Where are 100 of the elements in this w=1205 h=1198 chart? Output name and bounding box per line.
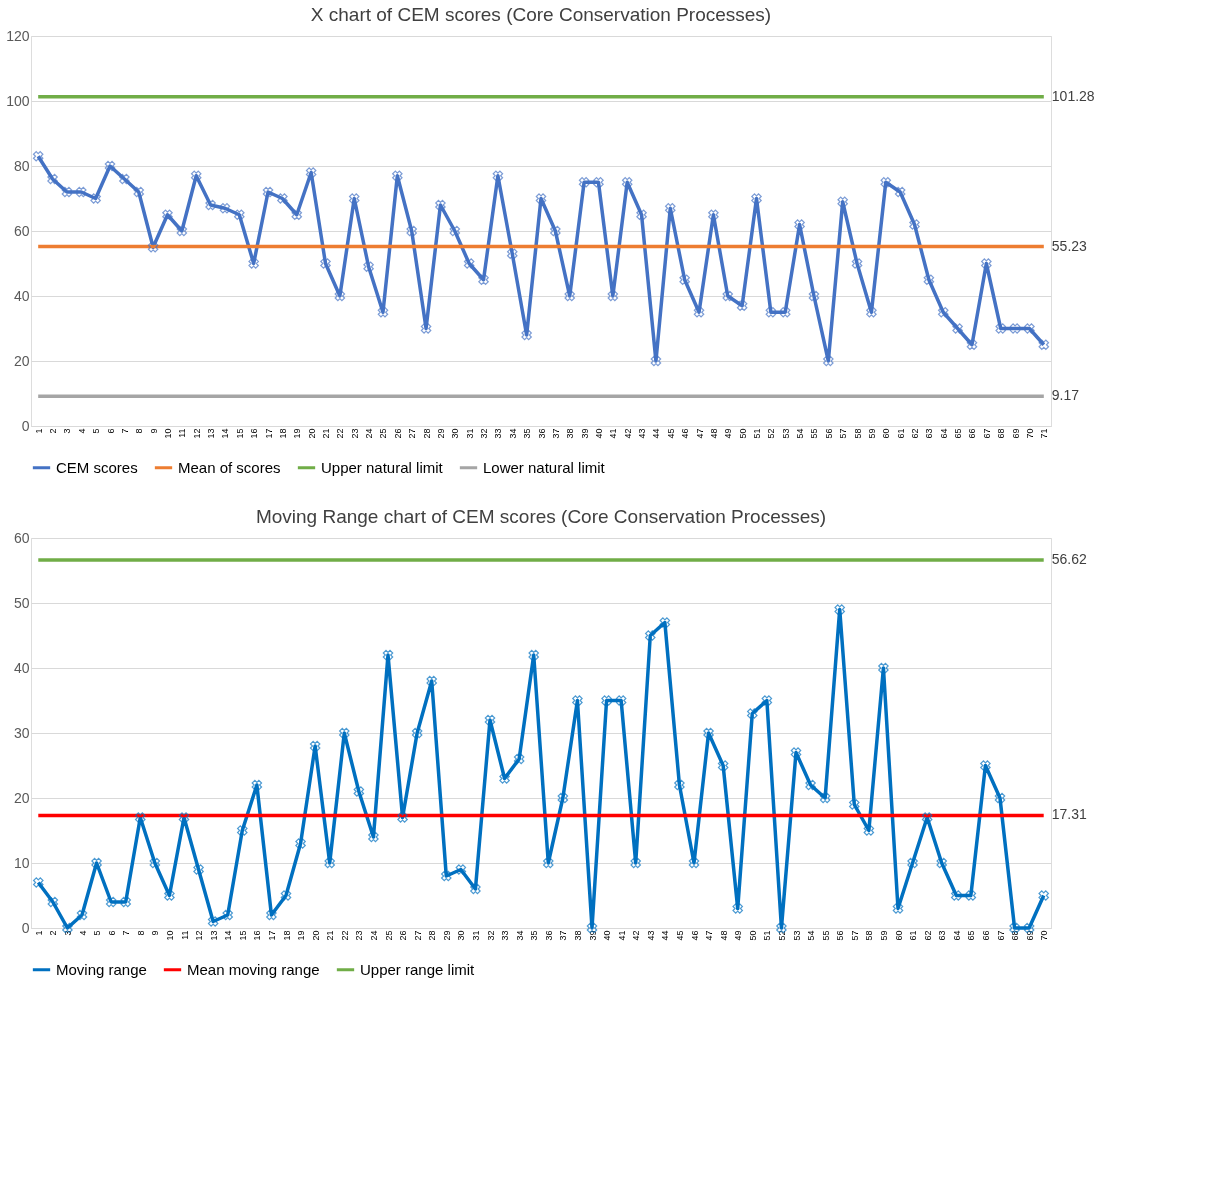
x-tick-label: 19 bbox=[292, 428, 303, 439]
legend-label: Mean of scores bbox=[178, 458, 281, 476]
x-tick-label: 60 bbox=[893, 930, 904, 941]
x-tick-label: 10 bbox=[164, 930, 175, 941]
x-tick-label: 39 bbox=[579, 428, 590, 439]
x-tick-label: 2 bbox=[48, 428, 59, 434]
x-tick-label: 56 bbox=[823, 428, 834, 439]
x-tick-label: 56 bbox=[835, 930, 846, 941]
x-tick-label: 7 bbox=[121, 930, 132, 936]
data-label: 56.62 bbox=[1051, 550, 1087, 567]
x-tick-label: 13 bbox=[208, 930, 219, 941]
x-tick-label: 29 bbox=[441, 930, 452, 941]
x-tick-label: 23 bbox=[349, 428, 360, 439]
x-tick-label: 37 bbox=[550, 428, 561, 439]
x-tick-label: 57 bbox=[838, 428, 849, 439]
x-tick-label: 49 bbox=[723, 428, 734, 439]
x-tick-label: 9 bbox=[148, 428, 159, 434]
y-tick-label: 120 bbox=[6, 27, 30, 44]
x-tick-label: 68 bbox=[996, 428, 1007, 439]
legend-label: Upper natural limit bbox=[321, 458, 444, 476]
x-tick-label: 16 bbox=[252, 930, 263, 941]
y-tick-label: 20 bbox=[13, 352, 30, 369]
x-tick-label: 53 bbox=[780, 428, 791, 439]
x-tick-label: 14 bbox=[223, 930, 234, 941]
x-tick-label: 4 bbox=[76, 428, 87, 434]
x-tick-label: 38 bbox=[565, 428, 576, 439]
x-tick-label: 6 bbox=[105, 428, 116, 434]
x-tick-label: 43 bbox=[645, 930, 656, 941]
y-tick-label: 30 bbox=[13, 724, 30, 741]
x-tick-label: 33 bbox=[500, 930, 511, 941]
x-tick-label: 37 bbox=[558, 930, 569, 941]
x-tick-label: 50 bbox=[747, 930, 758, 941]
x-tick-label: 46 bbox=[689, 930, 700, 941]
x-tick-label: 55 bbox=[809, 428, 820, 439]
x-tick-label: 19 bbox=[296, 930, 307, 941]
x-tick-label: 63 bbox=[924, 428, 935, 439]
y-tick-label: 60 bbox=[13, 222, 30, 239]
x-tick-label: 8 bbox=[134, 428, 145, 434]
x-tick-label: 36 bbox=[536, 428, 547, 439]
x-tick-label: 39 bbox=[587, 930, 598, 941]
x-tick-label: 47 bbox=[704, 930, 715, 941]
x-tick-label: 66 bbox=[967, 428, 978, 439]
x-tick-label: 60 bbox=[881, 428, 892, 439]
x-tick-label: 35 bbox=[522, 428, 533, 439]
x-tick-label: 69 bbox=[1024, 930, 1035, 941]
x-tick-label: 44 bbox=[651, 428, 662, 439]
x-tick-label: 57 bbox=[849, 930, 860, 941]
x-tick-label: 33 bbox=[493, 428, 504, 439]
x-tick-label: 40 bbox=[602, 930, 613, 941]
x-tick-label: 52 bbox=[776, 930, 787, 941]
data-label: 17.31 bbox=[1051, 806, 1087, 823]
x-tick-label: 45 bbox=[674, 930, 685, 941]
x-tick-label: 46 bbox=[680, 428, 691, 439]
x-tick-label: 54 bbox=[795, 428, 806, 439]
x-tick-label: 65 bbox=[966, 930, 977, 941]
x-tick-label: 4 bbox=[77, 930, 88, 936]
x-tick-label: 16 bbox=[249, 428, 260, 439]
x-tick-label: 70 bbox=[1039, 930, 1050, 941]
x-tick-label: 55 bbox=[820, 930, 831, 941]
x-tick-label: 66 bbox=[980, 930, 991, 941]
x-tick-label: 42 bbox=[631, 930, 642, 941]
x-tick-label: 21 bbox=[321, 428, 332, 439]
x-tick-label: 22 bbox=[335, 428, 346, 439]
x-tick-label: 58 bbox=[852, 428, 863, 439]
x-tick-label: 71 bbox=[1039, 428, 1050, 439]
x-tick-label: 59 bbox=[878, 930, 889, 941]
x-tick-label: 40 bbox=[593, 428, 604, 439]
x-tick-label: 34 bbox=[507, 428, 518, 439]
y-tick-label: 50 bbox=[13, 594, 30, 611]
x-tick-label: 61 bbox=[895, 428, 906, 439]
x-tick-label: 28 bbox=[427, 930, 438, 941]
x-tick-label: 63 bbox=[937, 930, 948, 941]
x-tick-label: 58 bbox=[864, 930, 875, 941]
x-tick-label: 47 bbox=[694, 428, 705, 439]
y-tick-label: 10 bbox=[13, 854, 30, 871]
x-tick-label: 43 bbox=[637, 428, 648, 439]
x-tick-label: 17 bbox=[266, 930, 277, 941]
x-tick-label: 51 bbox=[762, 930, 773, 941]
x-tick-label: 30 bbox=[450, 428, 461, 439]
x-tick-label: 69 bbox=[1010, 428, 1021, 439]
x-tick-label: 34 bbox=[514, 930, 525, 941]
x-tick-label: 48 bbox=[708, 428, 719, 439]
y-tick-label: 80 bbox=[13, 157, 30, 174]
data-label: 9.17 bbox=[1051, 387, 1080, 404]
x-tick-label: 64 bbox=[938, 428, 949, 439]
x-tick-label: 35 bbox=[529, 930, 540, 941]
x-tick-label: 11 bbox=[179, 930, 190, 940]
chart-title: Moving Range chart of CEM scores (Core Conservation Processes) bbox=[255, 506, 827, 527]
x-tick-label: 62 bbox=[922, 930, 933, 941]
x-tick-label: 9 bbox=[150, 930, 161, 936]
x-tick-label: 41 bbox=[616, 930, 627, 941]
data-label: 101.28 bbox=[1051, 87, 1095, 104]
x-tick-label: 21 bbox=[325, 930, 336, 941]
x-tick-label: 20 bbox=[306, 428, 317, 439]
x-tick-label: 15 bbox=[234, 428, 245, 439]
x-tick-label: 10 bbox=[162, 428, 173, 439]
y-tick-label: 60 bbox=[13, 529, 30, 546]
x-tick-label: 32 bbox=[479, 428, 490, 439]
x-tick-label: 68 bbox=[1010, 930, 1021, 941]
x-tick-label: 17 bbox=[263, 428, 274, 439]
